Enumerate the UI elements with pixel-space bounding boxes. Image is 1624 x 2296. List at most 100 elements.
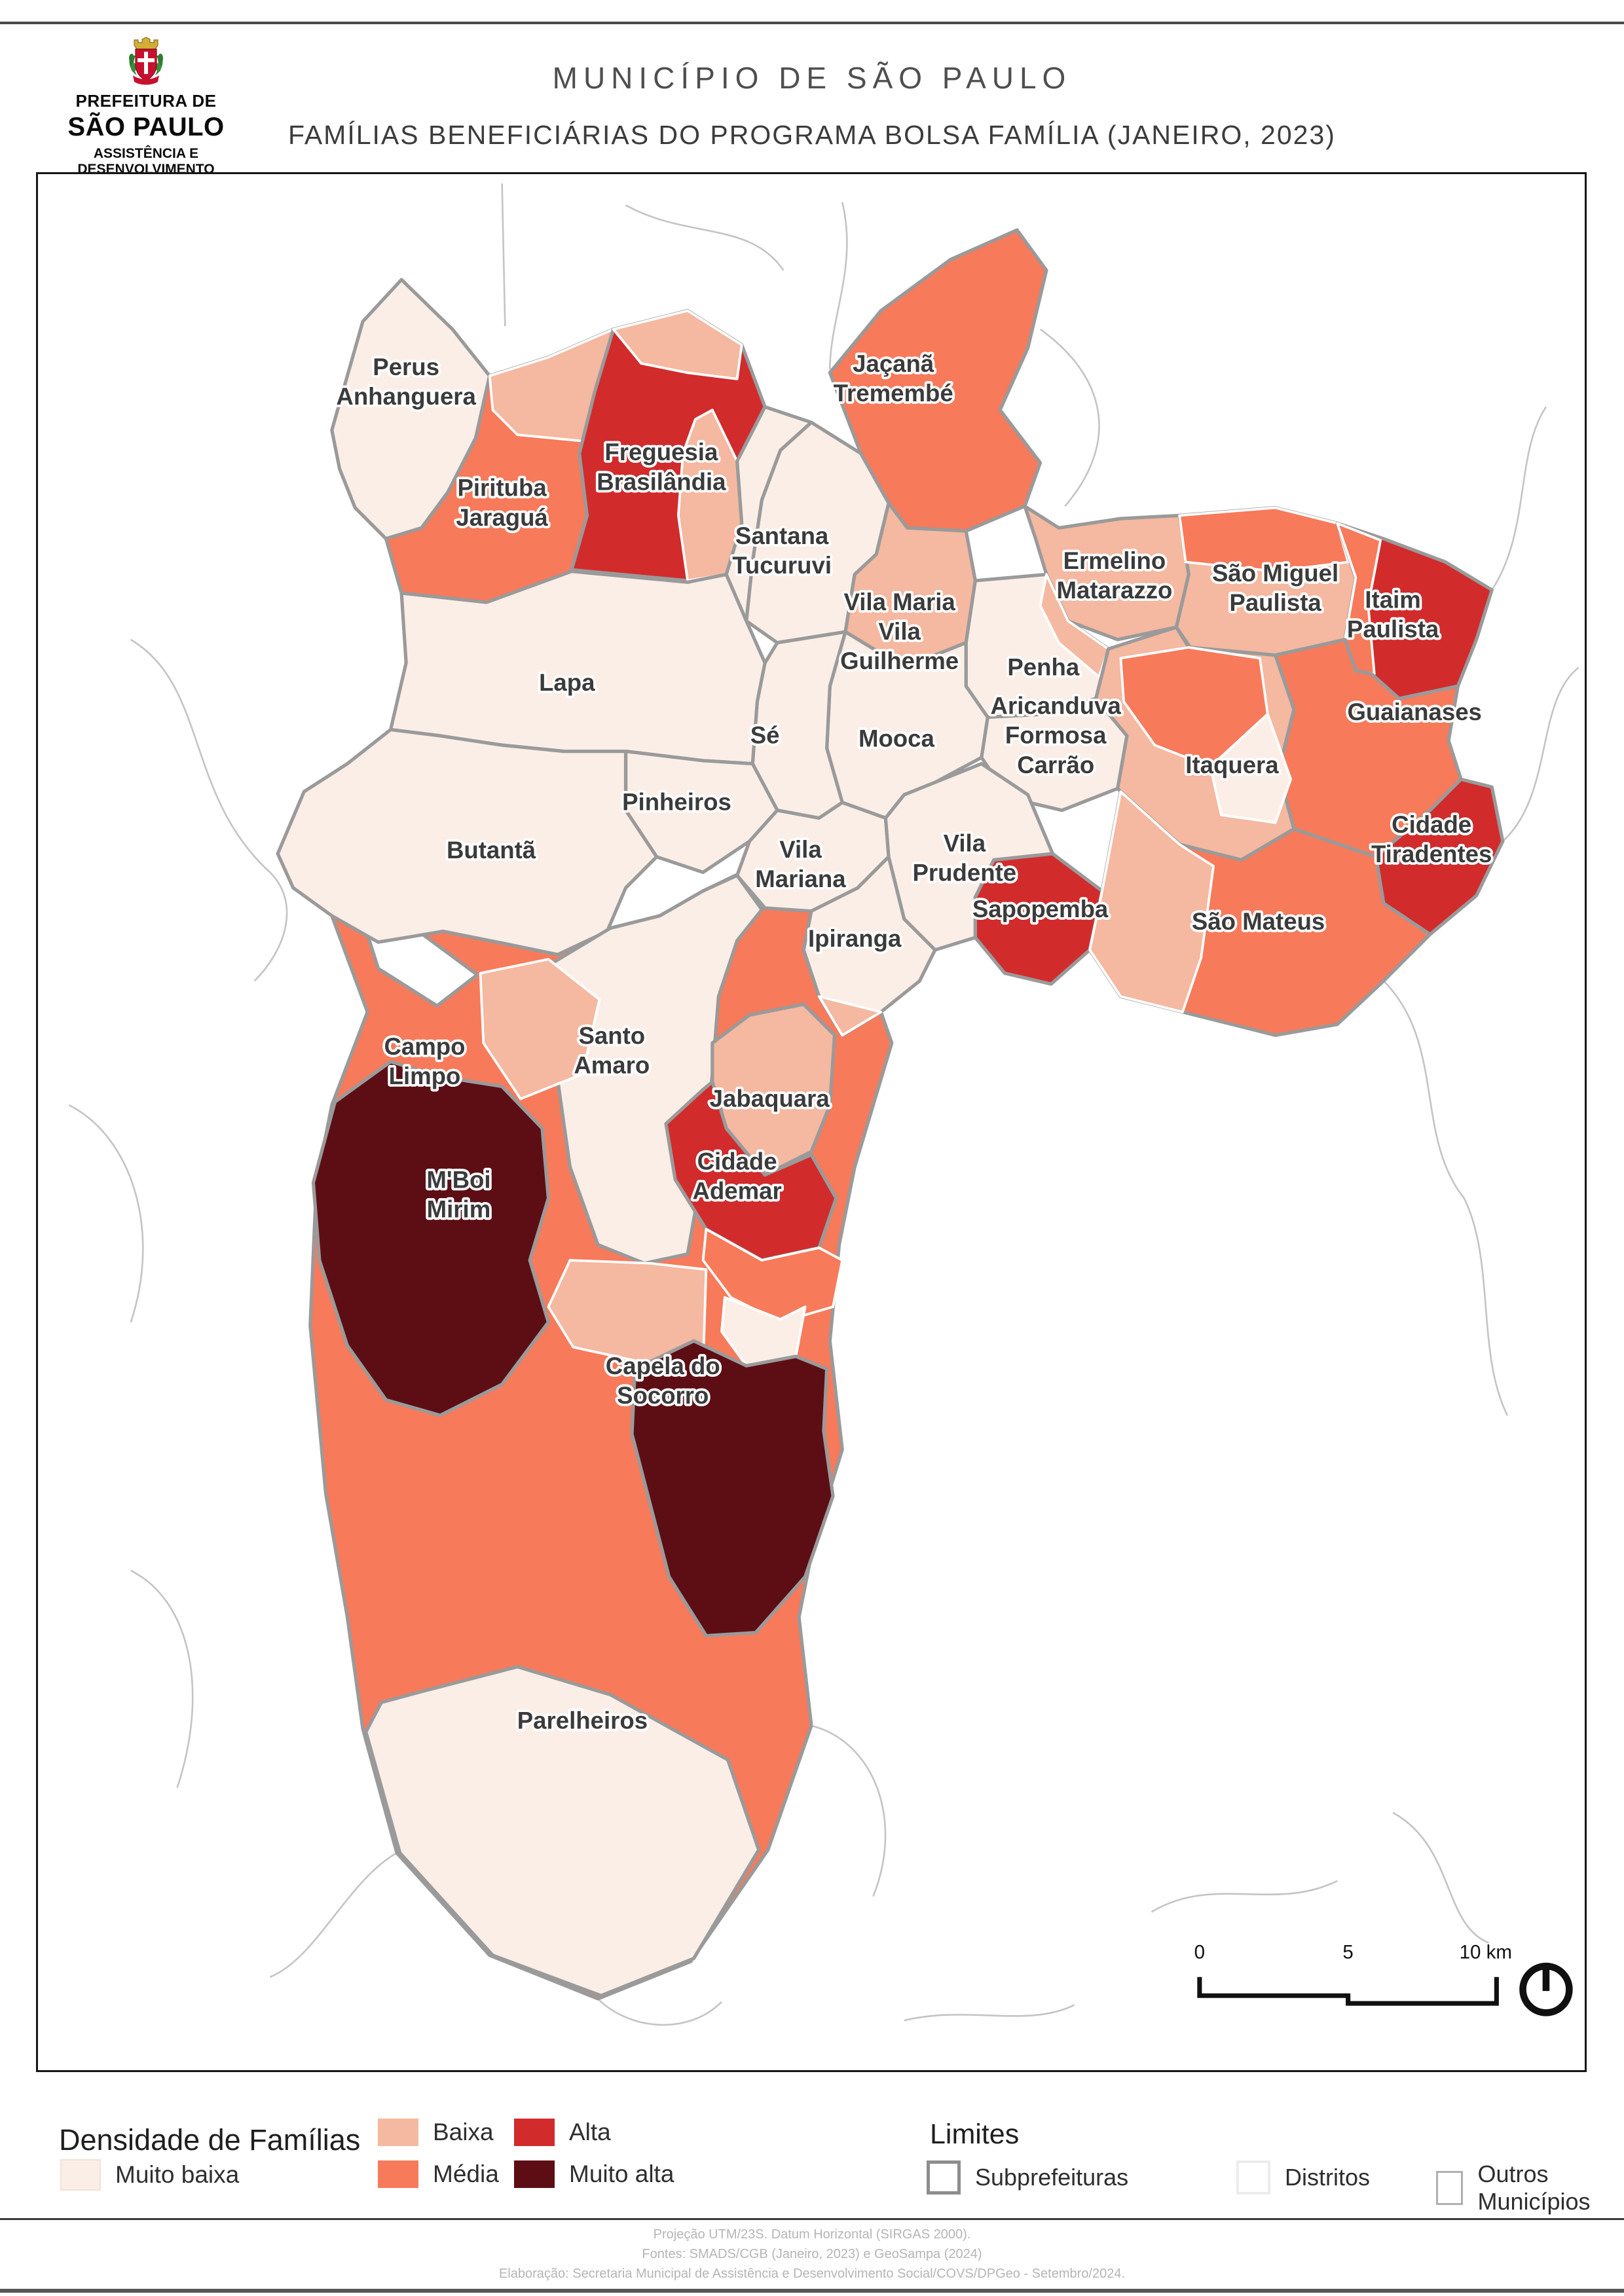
region-label-campolimpo: Campo Limpo: [384, 1033, 465, 1089]
legend-item-muito-baixa: Muito baixa: [60, 2159, 239, 2191]
neighbor-boundary-line: [130, 1569, 194, 1789]
region-label-se: Sé: [750, 722, 780, 749]
scale-label-t5: 5: [1342, 1941, 1353, 1963]
prefeitura-logo: PREFEITURA DE SÃO PAULO ASSISTÊNCIA E DE…: [61, 36, 231, 193]
page-title: MUNICÍPIO DE SÃO PAULO: [552, 61, 1072, 95]
legend-label-subprefeituras: Subprefeituras: [975, 2164, 1129, 2191]
legend-item-outros-municipios: Outros Municípios: [1436, 2160, 1624, 2215]
region-label-itaim: Itaim Paulista: [1347, 586, 1439, 642]
neighbor-boundary-line: [1039, 328, 1100, 507]
region-label-vilamariana: Vila Mariana: [755, 836, 846, 892]
region-label-penha: Penha: [1007, 653, 1079, 680]
legend-density-title: Densidade de Famílias: [59, 2123, 361, 2157]
legend-label-muito-baixa: Muito baixa: [115, 2161, 240, 2188]
legend-label-alta: Alta: [569, 2119, 611, 2145]
scale-bar: 0 5 10 km: [1194, 1941, 1512, 2006]
region-label-itaquera: Itaquera: [1185, 752, 1279, 778]
scale-label-t0: 0: [1194, 1941, 1205, 1963]
neighbor-boundary-line: [68, 1104, 144, 1323]
swatch-distritos: [1236, 2160, 1270, 2195]
region-ipiranga: [802, 855, 937, 1037]
region-label-guaianases: Guaianases: [1347, 699, 1481, 725]
region-label-pirituba: Pirituba Jaraguá: [456, 475, 548, 531]
footer-line-elaboration: Elaboração: Secretaria Municipal de Assi…: [498, 2267, 1126, 2281]
region-label-mooca: Mooca: [858, 725, 935, 752]
choropleth-map: Perus Anhanguera Pirituba Jaraguá Freguesia B…: [68, 183, 1579, 2026]
neighbor-boundary-line: [1383, 980, 1509, 1416]
legend-item-muito-alta: Muito alta: [514, 2160, 674, 2188]
neighbor-boundary-line: [1502, 666, 1579, 843]
swatch-muito-baixa: [60, 2159, 101, 2191]
region-ademar_media: [701, 1228, 844, 1324]
region-label-mboi: M'Boi Mirim: [426, 1167, 490, 1223]
legend-label-baixa: Baixa: [433, 2119, 494, 2145]
footer-divider: [0, 2218, 1624, 2220]
region-saomiguel_n: [1178, 506, 1350, 573]
neighbor-boundary-line: [597, 1998, 722, 2026]
footer-line-projection: Projeção UTM/23S. Datum Horizontal (SIRG…: [653, 2227, 971, 2242]
region-label-saomateus: São Mateus: [1192, 908, 1325, 935]
neighbor-boundary-line: [811, 1724, 887, 1897]
region-label-ademar_alta: Cidade Ademar: [692, 1148, 781, 1204]
legend-item-alta: Alta: [514, 2119, 611, 2146]
legend-label-media: Média: [433, 2160, 499, 2187]
region-label-ipiranga: Ipiranga: [808, 925, 902, 952]
region-lapa: [388, 570, 767, 766]
region-label-parelheiros: Parelheiros: [517, 1707, 648, 1734]
legend-label-muito-alta: Muito alta: [569, 2160, 674, 2187]
region-saomateus_w: [1088, 790, 1215, 1013]
region-label-ermelino: Ermelino Matarazzo: [1056, 547, 1172, 604]
region-label-lapa: Lapa: [539, 669, 595, 696]
neighbor-boundary-line: [130, 638, 288, 982]
region-label-saomiguel: São Miguel Paulista: [1212, 560, 1338, 616]
org-line2: SÃO PAULO: [67, 113, 225, 141]
neighbor-boundary-line: [829, 202, 848, 370]
map-canvas: Perus Anhanguera Pirituba Jaraguá Freguesia B…: [36, 172, 1587, 2072]
region-ipiranga_s: [817, 995, 883, 1037]
swatch-baixa: [378, 2119, 418, 2146]
legend-item-distritos: Distritos: [1236, 2160, 1370, 2195]
region-label-freguesia: Freguesia Brasilândia: [597, 439, 726, 495]
region-label-vilamaria: Vila Maria Vila Guilherme: [840, 589, 959, 674]
legend-label-distritos: Distritos: [1285, 2164, 1371, 2191]
swatch-media: [378, 2160, 418, 2188]
region-butanta: [276, 727, 659, 957]
swatch-outros-municipios: [1436, 2171, 1464, 2205]
swatch-alta: [514, 2119, 555, 2146]
page-subtitle: FAMÍLIAS BENEFICIÁRIAS DO PROGRAMA BOLSA…: [288, 120, 1336, 150]
neighbor-boundary-line: [904, 2004, 1075, 2022]
legend-limits-title: Limites: [930, 2119, 1020, 2150]
region-label-santana: Santana Tucuruvi: [732, 522, 832, 579]
region-penha_ne: [1039, 573, 1110, 678]
region-sapopemba: [973, 852, 1104, 986]
region-label-pinheiros: Pinheiros: [622, 789, 731, 816]
region-label-capela: Capela do Socorro: [606, 1353, 720, 1409]
region-capela: [630, 1339, 835, 1638]
region-label-aricanduva: Aricanduva Formosa Carrão: [991, 693, 1122, 778]
footer-line-sources: Fontes: SMADS/CGB (Janeiro, 2023) e GeoS…: [642, 2247, 982, 2261]
region-label-tiradentes: Cidade Tiradentes: [1371, 811, 1492, 867]
region-label-sapopemba: Sapopemba: [972, 896, 1109, 922]
scale-label-t10: 10 km: [1460, 1941, 1512, 1963]
region-freguesia_n: [612, 309, 743, 380]
legend-label-outros-municipios: Outros Municípios: [1477, 2160, 1591, 2215]
neighbor-boundary-line: [269, 1852, 397, 1978]
north-arrow-icon: [1519, 1962, 1573, 2016]
region-mboi: [311, 1059, 551, 1417]
legend-item-media: Média: [378, 2160, 499, 2188]
neighbor-boundary-line: [501, 183, 506, 327]
region-label-perus: Perus Anhanguera: [336, 354, 476, 410]
scale-bar-line: [1197, 1977, 1499, 2006]
region-label-santoamaro: Santo Amaro: [574, 1022, 650, 1078]
legend-item-subprefeituras: Subprefeituras: [927, 2160, 1128, 2195]
region-vilaandrade: [479, 958, 601, 1101]
region-ademar_alta: [664, 1080, 838, 1262]
swatch-muito-alta: [514, 2160, 555, 2188]
region-santoamaro: [546, 873, 764, 1266]
top-divider: [0, 22, 1624, 24]
coat-of-arms-icon: [129, 37, 163, 85]
neighbor-boundary-line: [1392, 1812, 1490, 1944]
org-line1: PREFEITURA DE: [75, 91, 217, 111]
region-itaquera_l: [1209, 712, 1293, 824]
